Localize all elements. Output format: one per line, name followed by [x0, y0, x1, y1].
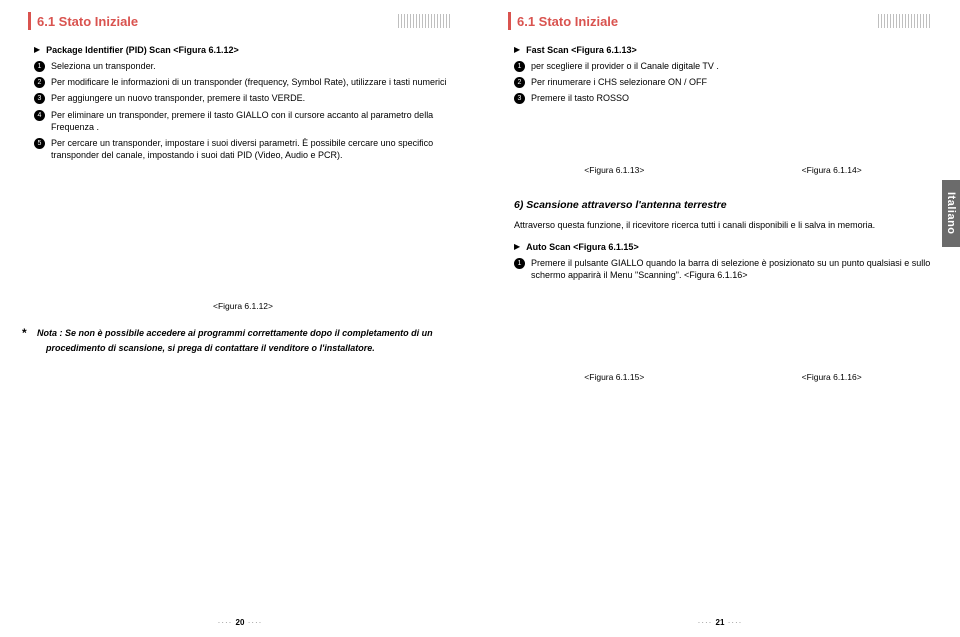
triangle-icon: ▶	[514, 242, 520, 253]
step-text: Per aggiungere un nuovo transponder, pre…	[51, 92, 305, 104]
figure-label-6-1-13: <Figura 6.1.13>	[514, 165, 715, 175]
step-row: 5 Per cercare un transponder, impostare i…	[34, 137, 452, 161]
content-left: ▶ Package Identifier (PID) Scan <Figura …	[28, 44, 452, 355]
dots-icon: ····	[698, 618, 713, 627]
step-text: Premere il tasto ROSSO	[531, 92, 629, 104]
pid-title: Package Identifier (PID) Scan <Figura 6.…	[46, 44, 239, 56]
step-text: Premere il pulsante GIALLO quando la bar…	[531, 257, 932, 281]
step-text: Per rinumerare i CHS selezionare ON / OF…	[531, 76, 707, 88]
dots-icon: ····	[728, 618, 743, 627]
auto-scan-title: Auto Scan <Figura 6.1.15>	[526, 241, 639, 253]
section-6-desc: Attraverso questa funzione, il ricevitor…	[514, 219, 932, 232]
accent-bar	[28, 12, 31, 30]
figure-label-6-1-16: <Figura 6.1.16>	[731, 372, 932, 382]
content-right: ▶ Fast Scan <Figura 6.1.13> 1 per sceglie…	[508, 44, 932, 382]
page-num-value: 20	[236, 618, 245, 627]
step-row: 3 Per aggiungere un nuovo transponder, pr…	[34, 92, 452, 104]
triangle-icon: ▶	[34, 45, 40, 56]
step-num-icon: 5	[34, 138, 45, 149]
section-6-title: 6) Scansione attraverso l'antenna terres…	[514, 199, 932, 211]
header-stripes-icon	[878, 14, 932, 28]
step-row: 2 Per rinumerare i CHS selezionare ON / O…	[514, 76, 932, 88]
note-text: Nota : Se non è possibile accedere ai pr…	[37, 328, 433, 353]
step-row: 3 Premere il tasto ROSSO	[514, 92, 932, 104]
figure-row-2: <Figura 6.1.15> <Figura 6.1.16>	[514, 372, 932, 382]
step-row: 4 Per eliminare un transponder, premere i…	[34, 109, 452, 133]
page-number-right: ···· 21 ····	[480, 618, 960, 627]
section-6: 6) Scansione attraverso l'antenna terres…	[514, 199, 932, 282]
header-left: 6.1 Stato Iniziale	[28, 12, 452, 30]
header-title-right: 6.1 Stato Iniziale	[517, 14, 878, 29]
step-num-icon: 1	[34, 61, 45, 72]
header-right: 6.1 Stato Iniziale	[508, 12, 932, 30]
page-num-value: 21	[716, 618, 725, 627]
step-row: 1 per scegliere il provider o il Canale d…	[514, 60, 932, 72]
language-tab: Italiano	[942, 180, 960, 247]
step-text: Seleziona un transponder.	[51, 60, 156, 72]
page-number-left: ···· 20 ····	[0, 618, 480, 627]
step-row: 1 Premere il pulsante GIALLO quando la ba…	[514, 257, 932, 281]
step-num-icon: 2	[34, 77, 45, 88]
auto-title-row: ▶ Auto Scan <Figura 6.1.15>	[514, 241, 932, 253]
step-text: Per modificare le informazioni di un tra…	[51, 76, 447, 88]
step-text: per scegliere il provider o il Canale di…	[531, 60, 719, 72]
page-left: 6.1 Stato Iniziale ▶ Package Identifier …	[0, 0, 480, 637]
step-num-icon: 1	[514, 61, 525, 72]
step-num-icon: 4	[34, 110, 45, 121]
fast-title-row: ▶ Fast Scan <Figura 6.1.13>	[514, 44, 932, 56]
figure-row-1: <Figura 6.1.13> <Figura 6.1.14>	[514, 165, 932, 175]
pid-title-row: ▶ Package Identifier (PID) Scan <Figura …	[34, 44, 452, 56]
figure-label-6-1-15: <Figura 6.1.15>	[514, 372, 715, 382]
step-row: 1 Seleziona un transponder.	[34, 60, 452, 72]
page-right: 6.1 Stato Iniziale ▶ Fast Scan <Figura 6…	[480, 0, 960, 637]
header-stripes-icon	[398, 14, 452, 28]
step-num-icon: 3	[34, 93, 45, 104]
accent-bar	[508, 12, 511, 30]
dots-icon: ····	[248, 618, 263, 627]
step-row: 2 Per modificare le informazioni di un tr…	[34, 76, 452, 88]
dots-icon: ····	[218, 618, 233, 627]
triangle-icon: ▶	[514, 45, 520, 56]
step-text: Per eliminare un transponder, premere il…	[51, 109, 452, 133]
step-num-icon: 2	[514, 77, 525, 88]
step-num-icon: 1	[514, 258, 525, 269]
figure-label-6-1-14: <Figura 6.1.14>	[731, 165, 932, 175]
header-title-left: 6.1 Stato Iniziale	[37, 14, 398, 29]
step-num-icon: 3	[514, 93, 525, 104]
fast-scan-title: Fast Scan <Figura 6.1.13>	[526, 44, 637, 56]
note-block: *Nota : Se non è possibile accedere ai p…	[34, 325, 452, 354]
figure-label-6-1-12: <Figura 6.1.12>	[34, 301, 452, 311]
step-text: Per cercare un transponder, impostare i …	[51, 137, 452, 161]
